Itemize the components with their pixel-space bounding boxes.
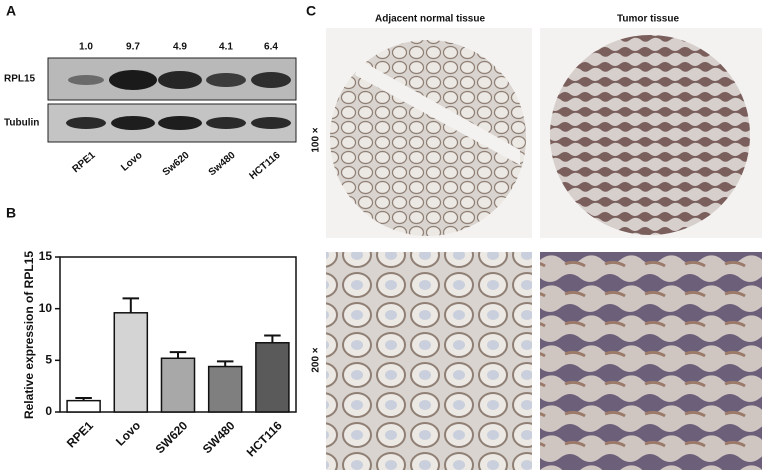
x-tick-label: SW620 (153, 418, 191, 456)
row-label: 100 × (311, 127, 322, 152)
row-label: Tubulin (4, 118, 39, 129)
bar (207, 365, 243, 413)
histology-image (326, 252, 532, 470)
bar (113, 312, 149, 413)
lane-label: Lovo (119, 150, 144, 174)
x-tick-label: Lovo (113, 418, 143, 448)
histology-image (540, 252, 762, 470)
lane-label: Sw620 (161, 150, 192, 179)
tissue-core (330, 40, 526, 236)
x-tick-label: SW480 (200, 418, 238, 456)
panel-label: C (306, 3, 316, 19)
band-ratio: 4.1 (219, 42, 233, 53)
y-tick-label: 10 (39, 301, 53, 315)
lane-label: RPE1 (71, 150, 98, 175)
bar (255, 342, 290, 413)
band-ratio: 4.9 (173, 42, 187, 53)
bands (66, 70, 291, 130)
row-label: 200 × (311, 347, 322, 372)
lane-label: Sw480 (207, 150, 238, 179)
x-tick-label: HCT116 (244, 418, 285, 459)
bar (160, 357, 196, 413)
lane-label: HCT116 (247, 150, 283, 182)
band-ratio: 6.4 (264, 42, 278, 53)
y-tick-label: 0 (45, 404, 52, 418)
band-ratio: 1.0 (79, 42, 93, 53)
column-title: Tumor tissue (617, 14, 679, 25)
panel-label: B (6, 205, 16, 221)
y-tick-label: 15 (39, 249, 53, 263)
tissue-core (550, 35, 750, 235)
band-ratio: 9.7 (126, 42, 140, 53)
column-title: Adjacent normal tissue (375, 14, 485, 25)
y-axis-label: Relative expression of RPL15 (22, 251, 36, 419)
panel-label: A (6, 3, 16, 19)
row-label: RPL15 (4, 74, 36, 85)
x-tick-label: RPE1 (64, 418, 96, 450)
bar (66, 399, 101, 413)
y-tick-label: 5 (45, 353, 52, 367)
